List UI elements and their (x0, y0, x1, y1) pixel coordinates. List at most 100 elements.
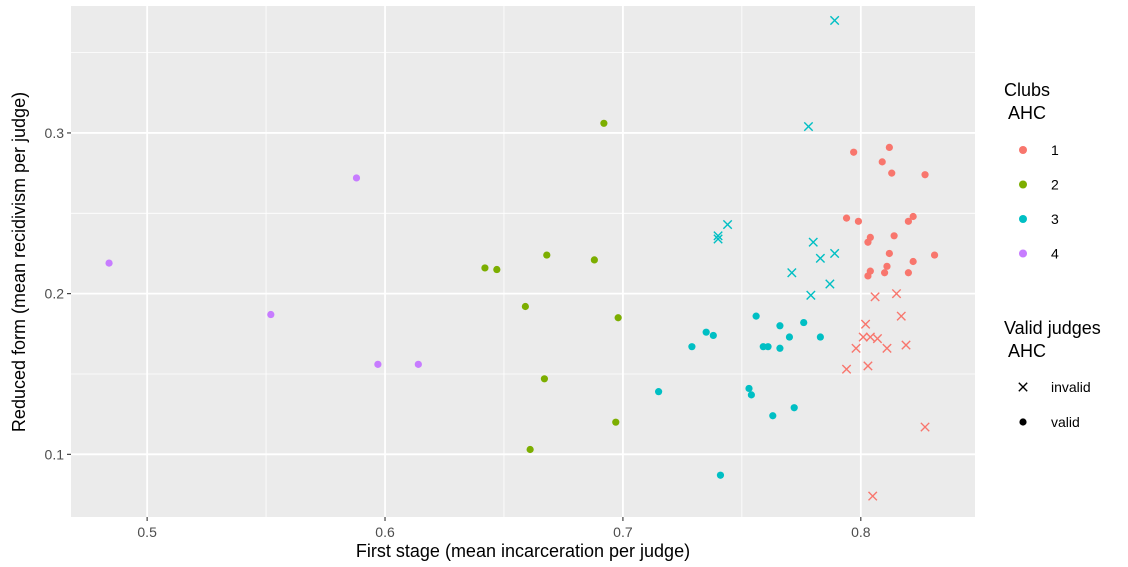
point-invalid (713, 231, 723, 241)
y-tick-label: 0.1 (45, 446, 65, 462)
point-valid (600, 119, 608, 127)
cross-stroke (713, 231, 723, 241)
point-valid (540, 375, 549, 383)
point-valid (785, 333, 794, 341)
point-invalid (870, 292, 880, 302)
x-tick-label: 0.6 (375, 524, 395, 540)
cross-stroke (896, 311, 906, 321)
point-valid (776, 322, 784, 330)
point-valid (716, 471, 725, 479)
point-valid (702, 328, 710, 336)
point-invalid (851, 343, 861, 353)
point-invalid (896, 311, 906, 321)
cross-stroke (868, 491, 878, 501)
cross-stroke (829, 248, 840, 259)
point-valid (105, 259, 113, 267)
point-valid (890, 232, 898, 240)
legend-key-circle (1019, 215, 1027, 223)
point-invalid (806, 290, 816, 300)
point-invalid (829, 248, 840, 259)
legend-title: Clubs (1004, 80, 1050, 100)
point-valid (909, 212, 917, 221)
x-axis: 0.5 0.6 0.7 0.8 (137, 517, 871, 540)
point-valid (747, 391, 755, 399)
point-valid (590, 256, 598, 264)
plot-panel (71, 6, 975, 517)
point-valid (543, 251, 551, 259)
data-points (105, 15, 939, 501)
point-valid (493, 265, 501, 274)
point-invalid (882, 343, 892, 353)
point-valid (888, 169, 896, 177)
point-invalid (825, 279, 835, 289)
point-valid (688, 343, 696, 351)
series-club-1 (841, 143, 939, 501)
cross-stroke (787, 268, 797, 278)
y-tick-label: 0.2 (45, 286, 65, 302)
point-valid (878, 158, 886, 166)
point-valid (769, 412, 777, 420)
point-invalid (808, 237, 818, 247)
point-valid (267, 310, 275, 319)
point-valid (909, 257, 917, 266)
point-invalid (815, 253, 826, 263)
cross-stroke (872, 333, 883, 344)
x-axis-label: First stage (mean incarceration per judg… (356, 541, 690, 561)
point-invalid (829, 15, 840, 26)
legend-item-label: 2 (1051, 177, 1059, 193)
cross-stroke (870, 292, 880, 302)
point-valid (414, 360, 422, 368)
point-valid (904, 217, 912, 225)
point-valid (864, 238, 872, 246)
point-valid (374, 360, 382, 368)
legend-key-circle (1019, 146, 1027, 154)
legend-item-label: 4 (1051, 246, 1059, 262)
cross-stroke (851, 343, 861, 353)
point-valid (816, 333, 824, 341)
point-valid (800, 318, 808, 327)
point-valid (885, 249, 893, 258)
cross-stroke (882, 343, 892, 353)
x-tick-label: 0.8 (851, 524, 871, 540)
cross-stroke (808, 237, 818, 247)
legend-item-label: valid (1051, 414, 1080, 430)
cross-stroke (829, 15, 840, 26)
point-invalid (841, 364, 852, 374)
legend-key-circle (1019, 418, 1027, 426)
point-valid (881, 269, 889, 277)
point-invalid (713, 234, 723, 244)
point-invalid (722, 219, 733, 230)
point-valid (883, 262, 891, 270)
point-valid (776, 344, 784, 352)
cross-stroke (865, 332, 876, 342)
cross-stroke (901, 340, 911, 350)
point-valid (745, 384, 753, 393)
point-valid (526, 445, 534, 454)
cross-stroke (863, 361, 873, 371)
legend-item-label: 1 (1051, 142, 1059, 158)
point-valid (921, 171, 929, 179)
point-invalid (858, 332, 868, 342)
cross-stroke (722, 219, 733, 230)
point-valid (752, 312, 760, 320)
point-valid (842, 214, 851, 222)
legend-title: AHC (1008, 341, 1046, 361)
point-valid (521, 302, 529, 311)
cross-stroke (841, 364, 852, 374)
point-valid (612, 418, 620, 426)
legend-title: Valid judges (1004, 318, 1101, 338)
y-axis-label: Reduced form (mean recidivism per judge) (9, 92, 29, 432)
cross-stroke (815, 253, 826, 263)
cross-stroke (825, 279, 835, 289)
point-valid (655, 388, 663, 396)
legend-key-circle (1019, 180, 1027, 189)
y-tick-label: 0.3 (45, 125, 65, 141)
series-club-3 (655, 15, 840, 479)
legend-item-label: invalid (1051, 379, 1091, 395)
legend-clubs: Clubs AHC 1 2 3 4 (1004, 80, 1059, 262)
point-valid (930, 251, 939, 259)
point-invalid (787, 268, 797, 278)
legend-valid-judges: Valid judges AHC invalid valid (1004, 318, 1101, 430)
point-valid (850, 148, 858, 156)
